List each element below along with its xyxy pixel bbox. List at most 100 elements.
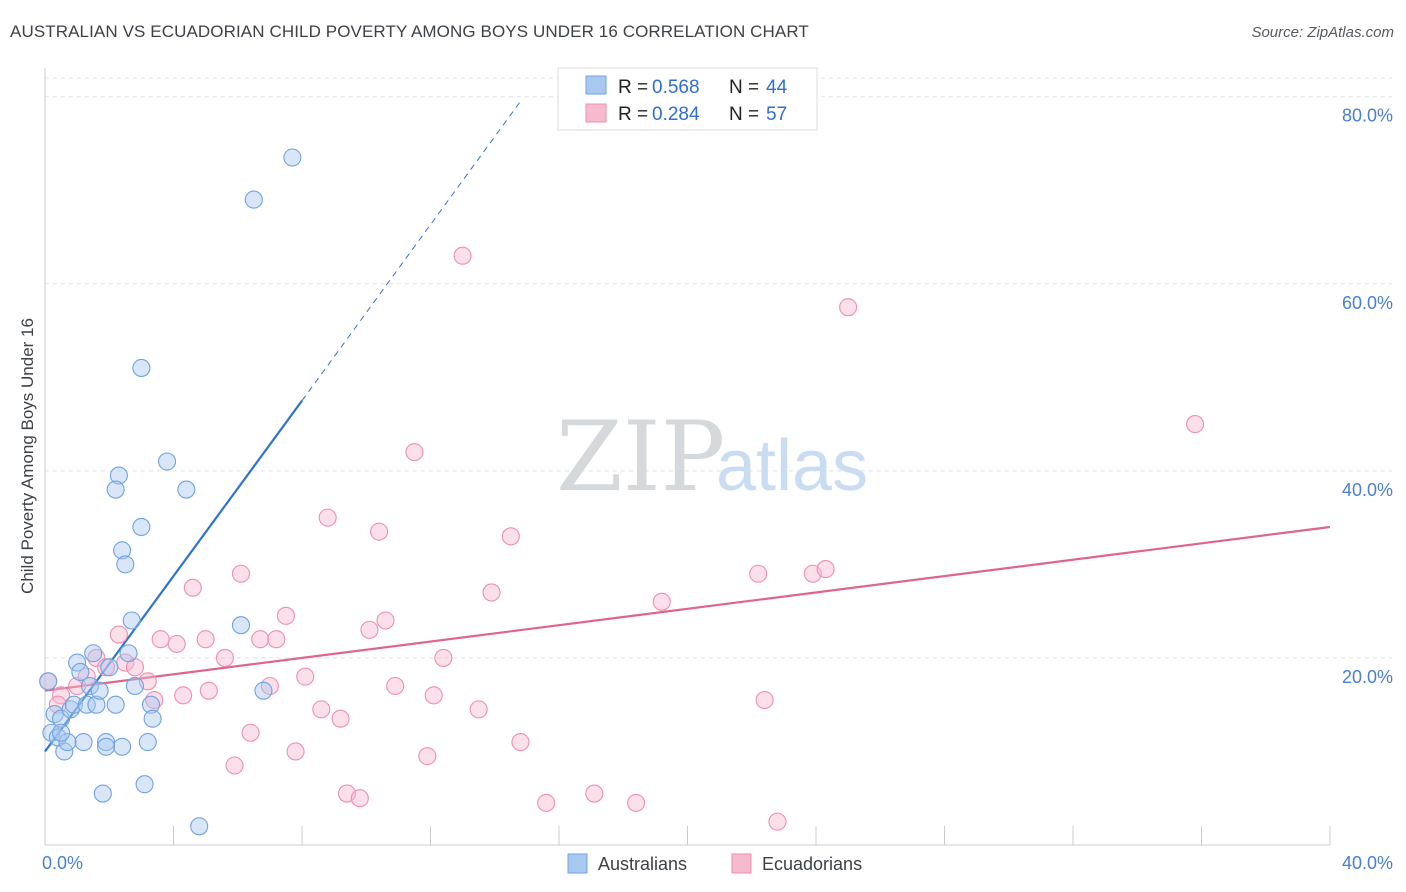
- point-australians: [52, 723, 71, 742]
- point-ecuadorians: [167, 634, 186, 653]
- point-australians: [100, 658, 119, 677]
- stats-r-value: 0.568: [652, 77, 700, 98]
- y-tick-label: 40.0%: [1342, 480, 1393, 500]
- legend-label-australians: Australians: [598, 854, 687, 874]
- zipatlas-watermark: ZIP atlas: [556, 401, 868, 513]
- point-ecuadorians: [225, 756, 244, 775]
- legend-swatch-australians: [567, 853, 588, 874]
- point-australians: [125, 676, 144, 696]
- point-australians: [87, 695, 106, 714]
- point-ecuadorians: [749, 564, 768, 583]
- point-ecuadorians: [296, 667, 315, 686]
- stats-swatch-ecuadorians: [585, 103, 607, 123]
- point-australians: [106, 695, 125, 714]
- point-ecuadorians: [267, 630, 286, 649]
- stats-n-value: 57: [766, 104, 787, 125]
- legend-swatch-ecuadorians: [731, 853, 752, 874]
- point-ecuadorians: [199, 681, 218, 700]
- point-ecuadorians: [196, 630, 215, 649]
- stats-legend: R = 0.568 N = 44 R = 0.284 N = 57: [557, 67, 818, 131]
- stats-n-label: N =: [729, 104, 759, 125]
- point-ecuadorians: [331, 709, 350, 728]
- y-axis-label: Child Poverty Among Boys Under 16: [18, 318, 37, 594]
- point-australians: [113, 737, 132, 756]
- y-tick-labels: 20.0% 40.0% 60.0% 80.0%: [1342, 106, 1393, 687]
- point-australians: [138, 733, 157, 752]
- point-ecuadorians: [183, 578, 202, 597]
- point-australians: [109, 466, 128, 485]
- point-ecuadorians: [511, 733, 530, 752]
- trend-line-australians-extension: [301, 101, 521, 401]
- point-ecuadorians: [585, 784, 604, 803]
- legend-label-ecuadorians: Ecuadorians: [762, 854, 862, 874]
- trend-line-australians: [44, 400, 303, 753]
- point-australians: [119, 644, 138, 663]
- point-ecuadorians: [755, 690, 774, 710]
- point-ecuadorians: [816, 560, 835, 579]
- point-ecuadorians: [286, 742, 305, 761]
- point-australians: [74, 733, 93, 752]
- point-ecuadorians: [260, 676, 279, 696]
- point-ecuadorians: [241, 723, 260, 742]
- point-ecuadorians: [151, 630, 170, 649]
- watermark-atlas: atlas: [716, 426, 868, 506]
- watermark-zip: ZIP: [556, 401, 725, 513]
- point-ecuadorians: [501, 527, 520, 546]
- point-ecuadorians: [231, 564, 251, 583]
- data-points: [39, 148, 1205, 836]
- point-australians: [135, 775, 154, 794]
- point-ecuadorians: [418, 747, 437, 766]
- point-australians: [71, 662, 90, 682]
- point-ecuadorians: [376, 611, 395, 630]
- point-australians: [231, 616, 251, 635]
- point-australians: [283, 148, 302, 167]
- x-tick-label: 0.0%: [42, 853, 83, 873]
- point-ecuadorians: [109, 625, 128, 644]
- point-australians: [143, 709, 162, 728]
- point-australians: [42, 723, 61, 742]
- stats-r-label: R =: [618, 77, 648, 98]
- y-tick-label: 60.0%: [1342, 293, 1393, 313]
- point-ecuadorians: [318, 508, 337, 527]
- point-australians: [141, 695, 161, 714]
- point-australians: [132, 358, 151, 378]
- point-ecuadorians: [174, 686, 193, 705]
- point-ecuadorians: [652, 592, 671, 611]
- point-australians: [190, 817, 209, 836]
- point-australians: [254, 681, 273, 700]
- point-ecuadorians: [312, 700, 331, 719]
- chart-title: AUSTRALIAN VS ECUADORIAN CHILD POVERTY A…: [10, 22, 809, 41]
- point-ecuadorians: [370, 522, 389, 541]
- trend-lines: [44, 101, 1331, 753]
- series-legend: Australians Ecuadorians: [567, 853, 862, 874]
- point-australians: [84, 644, 103, 663]
- point-australians: [96, 737, 116, 756]
- x-tick-label: 40.0%: [1342, 853, 1393, 873]
- point-australians: [93, 784, 112, 803]
- point-australians: [64, 695, 83, 714]
- point-australians: [116, 555, 135, 574]
- point-ecuadorians: [276, 606, 295, 625]
- y-tick-label: 20.0%: [1342, 667, 1393, 687]
- point-ecuadorians: [453, 246, 472, 265]
- point-australians: [158, 452, 177, 471]
- point-australians: [39, 672, 58, 691]
- point-australians: [132, 517, 151, 537]
- stats-swatch-australians: [585, 75, 607, 95]
- point-ecuadorians: [68, 676, 87, 696]
- point-ecuadorians: [839, 298, 858, 317]
- point-ecuadorians: [768, 812, 787, 831]
- point-ecuadorians: [1186, 415, 1205, 434]
- point-ecuadorians: [360, 620, 379, 639]
- point-ecuadorians: [469, 700, 488, 719]
- point-australians: [58, 733, 77, 752]
- y-tick-label: 80.0%: [1342, 106, 1393, 126]
- point-australians: [113, 541, 132, 560]
- point-australians: [80, 676, 100, 696]
- stats-r-label: R =: [618, 104, 648, 125]
- point-ecuadorians: [424, 686, 443, 705]
- point-ecuadorians: [350, 789, 369, 808]
- point-ecuadorians: [482, 583, 501, 602]
- point-australians: [90, 681, 109, 700]
